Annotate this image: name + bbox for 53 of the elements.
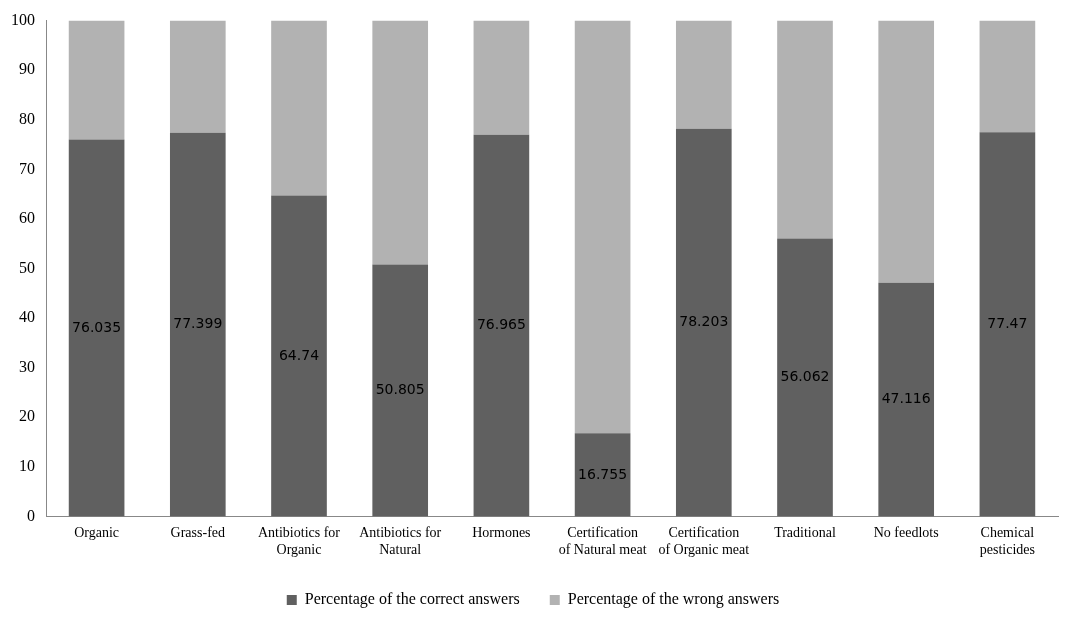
- bar: [473, 134, 530, 517]
- bar: [675, 128, 732, 517]
- bar: [169, 132, 226, 517]
- data-label: 76.035: [72, 318, 122, 335]
- y-tick-label: 10: [19, 457, 35, 475]
- bar: [372, 20, 429, 265]
- x-tick-label: Certification of Organic meat: [658, 525, 750, 558]
- bar: [574, 20, 631, 434]
- data-label: 16.755: [578, 465, 628, 482]
- bar: [169, 20, 226, 133]
- data-label: 77.399: [173, 315, 223, 332]
- x-tick-label: Organic: [74, 525, 120, 541]
- legend-label: Percentage of the correct answers: [304, 590, 520, 609]
- x-tick-label: Hormones: [472, 525, 531, 541]
- bar: [675, 20, 732, 129]
- y-tick-label: 100: [11, 10, 35, 28]
- legend-label: Percentage of the wrong answers: [567, 590, 780, 609]
- data-label: 56.062: [780, 368, 830, 385]
- x-tick-label: Certification of Natural meat: [558, 525, 647, 558]
- bar: [878, 282, 935, 517]
- bar: [473, 20, 530, 135]
- x-tick-label: No feedlots: [873, 525, 939, 541]
- y-tick-label: 40: [19, 308, 35, 326]
- data-label: 77.47: [987, 314, 1028, 331]
- data-label: 47.116: [881, 390, 931, 407]
- y-tick-label: 80: [19, 109, 35, 127]
- bar: [271, 20, 327, 196]
- data-label: 78.203: [679, 313, 729, 330]
- y-tick-label: 50: [19, 258, 35, 276]
- y-tick-label: 20: [19, 407, 35, 425]
- x-tick-label: Grass-fed: [170, 525, 226, 541]
- bar: [271, 195, 327, 517]
- data-label: 50.805: [375, 381, 425, 398]
- bar: [777, 20, 833, 239]
- x-tick-label: Antibiotics for Organic: [257, 525, 341, 558]
- y-tick-label: 90: [19, 60, 35, 78]
- bar: [68, 139, 125, 517]
- x-tick-label: Traditional: [774, 525, 836, 541]
- y-tick-label: 0: [27, 506, 35, 524]
- y-tick-label: 30: [19, 357, 35, 375]
- bar: [979, 132, 1036, 517]
- bar: [777, 238, 833, 517]
- bar: [979, 20, 1036, 133]
- y-tick-label: 70: [19, 159, 35, 177]
- y-tick-label: 60: [19, 209, 35, 227]
- data-label: 76.965: [476, 316, 526, 333]
- data-label: 64.74: [278, 346, 320, 363]
- bar: [372, 264, 429, 517]
- bar: [574, 433, 631, 517]
- bar: [68, 20, 125, 140]
- bar: [878, 20, 935, 283]
- x-tick-label: Antibiotics for Natural: [359, 525, 442, 558]
- x-tick-label: Chemical pesticides: [979, 525, 1036, 558]
